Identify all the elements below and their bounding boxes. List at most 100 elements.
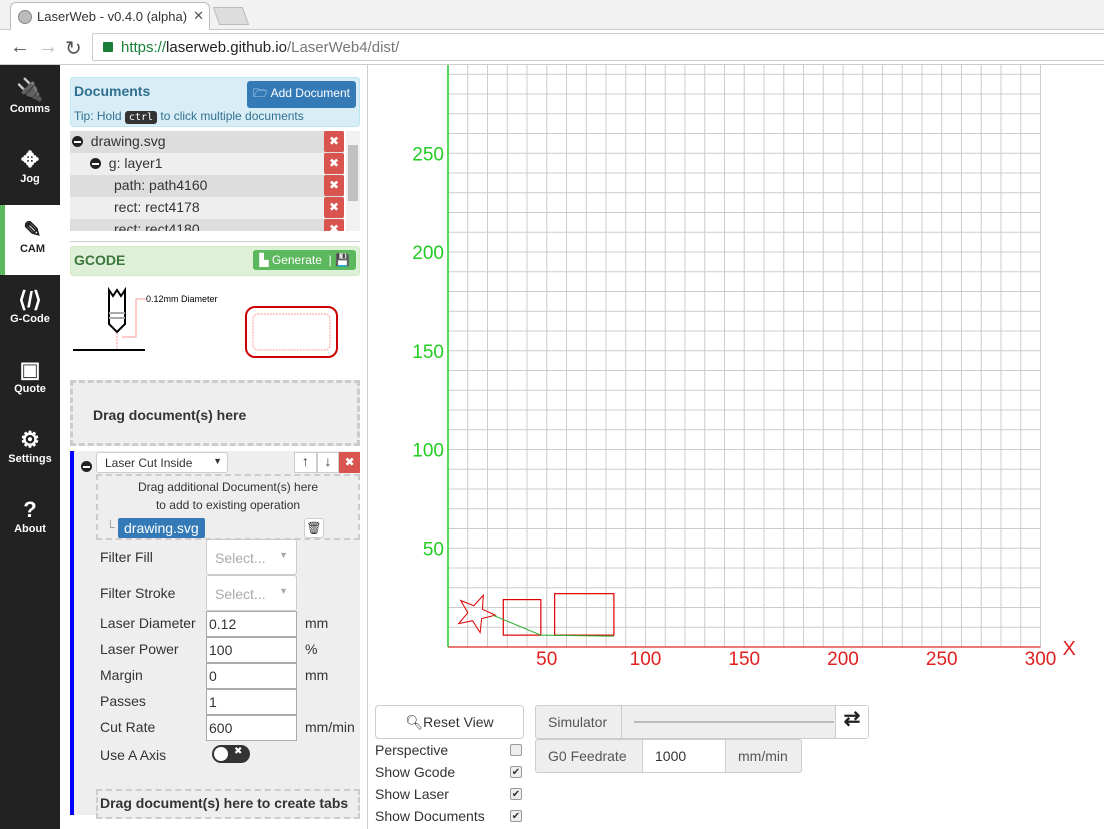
documents-header: Documents 🗁 Add Document Tip: Hold ctrl …	[70, 77, 360, 127]
sidebar-item-label: Jog	[20, 173, 40, 185]
g0-unit: mm/min	[738, 748, 788, 764]
sidebar-item-cam[interactable]: ✎ CAM	[0, 205, 60, 275]
field-input[interactable]: 0	[206, 663, 297, 689]
tree-item[interactable]: rect: rect4178 ✖	[70, 197, 344, 219]
simulator-slider[interactable]	[622, 706, 836, 738]
checkbox[interactable]: ✔	[510, 810, 522, 822]
operation-document-chip[interactable]: drawing.svg	[118, 518, 205, 538]
delete-icon[interactable]: ✖	[324, 197, 344, 218]
generate-button[interactable]: ▙ Generate | 💾	[253, 250, 356, 270]
close-tab-icon[interactable]: ✕	[193, 8, 204, 23]
back-icon[interactable]: ←	[10, 36, 30, 58]
sidebar-item-jog[interactable]: ✥ Jog	[0, 135, 60, 205]
money-icon: ▣	[19, 357, 41, 382]
sidebar-item-settings[interactable]: ⚙ Settings	[0, 415, 60, 485]
field-unit: mm/min	[305, 719, 355, 735]
sidebar-item-quote[interactable]: ▣ Quote	[0, 345, 60, 415]
url-input[interactable]: https://laserweb.github.io/LaserWeb4/dis…	[92, 33, 1104, 61]
add-documents-zone[interactable]: Drag additional Document(s) here to add t…	[96, 474, 360, 540]
x-tick-label: 300	[1025, 649, 1057, 670]
filter-fill-select[interactable]: Select... ▼	[206, 539, 297, 575]
browser-tab[interactable]: LaserWeb - v0.4.0 (alpha) ✕	[10, 2, 210, 31]
sidebar-item-label: Settings	[8, 453, 52, 465]
tab-title: LaserWeb - v0.4.0 (alpha)	[37, 9, 188, 24]
laser-diagram: 0.12mm Diameter	[73, 286, 338, 358]
new-tab-button[interactable]	[212, 7, 250, 25]
field-label: Passes	[100, 693, 146, 709]
y-tick-label: 50	[423, 539, 444, 560]
document-tree: drawing.svg ✖ g: layer1 ✖ path: path4160 ✖ re…	[70, 131, 360, 231]
delete-icon[interactable]: ✖	[324, 131, 344, 152]
delete-icon[interactable]: ✖	[324, 153, 344, 174]
filter-stroke-select[interactable]: Select... ▼	[206, 575, 297, 611]
simulator-label: Simulator	[536, 706, 622, 738]
tree-item-label: g: layer1	[108, 155, 163, 171]
field-label: Margin	[100, 667, 143, 683]
tree-item-label: rect: rect4178	[114, 199, 200, 215]
tree-item[interactable]: g: layer1 ✖	[70, 153, 344, 175]
sidebar-item-label: Quote	[14, 383, 46, 395]
collapse-icon[interactable]	[90, 158, 101, 169]
operation-type-select[interactable]: Laser Cut Inside ▼	[96, 452, 228, 473]
exchange-icon[interactable]: ⇄	[835, 706, 868, 738]
delete-icon[interactable]: ✖	[324, 219, 344, 231]
add-document-button[interactable]: 🗁 Add Document	[247, 81, 356, 108]
gcode-title: GCODE	[74, 252, 126, 268]
tabs-drop-zone[interactable]: Drag document(s) here to create tabs	[96, 789, 360, 819]
checkbox[interactable]: ✔	[510, 766, 522, 778]
delete-icon[interactable]: ✖	[324, 175, 344, 196]
factory-icon: ▙	[259, 253, 272, 267]
drop-documents-zone[interactable]: Drag document(s) here	[70, 380, 360, 446]
workspace-view: 50 100 150 200 250 300 50 100 150 200 250 X 🔍︎Reset…	[368, 65, 1104, 829]
tree-item-label: drawing.svg	[90, 133, 166, 149]
sidebar-item-label: CAM	[19, 243, 46, 255]
x-tick-label: 150	[728, 649, 760, 670]
field-input[interactable]: 600	[206, 715, 297, 741]
field-input[interactable]: 0.12	[206, 611, 297, 637]
y-tick-label: 250	[412, 144, 444, 165]
tree-item-label: path: path4160	[114, 177, 208, 193]
save-icon[interactable]: 💾	[331, 253, 350, 267]
browser-tab-bar: LaserWeb - v0.4.0 (alpha) ✕	[0, 0, 1104, 31]
tree-scrollbar[interactable]	[346, 131, 360, 231]
g0-feedrate-group: G0 Feedrate 1000 mm/min	[535, 739, 802, 773]
workspace-canvas[interactable]: 50 100 150 200 250 300 50 100 150 200 250 X	[368, 65, 1104, 675]
sidebar-item-about[interactable]: ? About	[0, 485, 60, 555]
sidebar-item-comms[interactable]: 🔌 Comms	[0, 65, 60, 135]
field-input[interactable]: 100	[206, 637, 297, 663]
tree-item[interactable]: rect: rect4180 ✖	[70, 219, 344, 231]
g0-feedrate-input[interactable]: 1000	[642, 740, 726, 772]
documents-title: Documents	[74, 83, 151, 99]
y-tick-label: 100	[412, 441, 444, 462]
checkbox-label: Show Gcode	[375, 764, 456, 780]
sidebar-item-label: Comms	[9, 103, 51, 115]
sidebar-item-g-code[interactable]: ⟨/⟩ G-Code	[0, 275, 60, 345]
sidebar: 🔌 Comms ✥ Jog ✎ CAM ⟨/⟩ G-Code ▣ Quote ⚙ Settings? A…	[0, 65, 60, 829]
diagram-label: 0.12mm Diameter	[146, 294, 218, 304]
sidebar-item-label: About	[14, 523, 46, 535]
star-shape	[457, 593, 497, 635]
checkbox[interactable]	[510, 744, 522, 756]
checkbox-label: Perspective	[375, 742, 449, 758]
collapse-icon[interactable]	[81, 461, 92, 472]
tree-item[interactable]: path: path4160 ✖	[70, 175, 344, 197]
use-a-axis-toggle[interactable]: ✖	[212, 745, 250, 763]
move-down-icon[interactable]: ↓	[316, 452, 340, 473]
reload-icon[interactable]: ↻	[65, 38, 82, 60]
checkbox[interactable]: ✔	[510, 788, 522, 800]
tip-text: Tip: Hold ctrl to click multiple documen…	[74, 109, 304, 124]
x-axis-label: X	[1063, 638, 1076, 660]
collapse-icon[interactable]	[72, 136, 83, 147]
use-a-axis-label: Use A Axis	[100, 747, 167, 763]
tree-item[interactable]: drawing.svg ✖	[70, 131, 344, 153]
field-input[interactable]: 1	[206, 689, 297, 715]
forward-icon[interactable]: →	[38, 36, 58, 58]
checkbox-label: Show Documents	[375, 808, 485, 824]
favicon-icon	[18, 10, 32, 24]
delete-operation-icon[interactable]: ✖	[339, 452, 361, 473]
move-up-icon[interactable]: ↑	[294, 452, 317, 473]
simulator-group: Simulator ⇄	[535, 705, 869, 739]
rect-shape	[554, 593, 615, 636]
reset-view-button[interactable]: 🔍︎Reset View	[375, 705, 524, 739]
trash-icon[interactable]: 🗑	[304, 518, 324, 538]
